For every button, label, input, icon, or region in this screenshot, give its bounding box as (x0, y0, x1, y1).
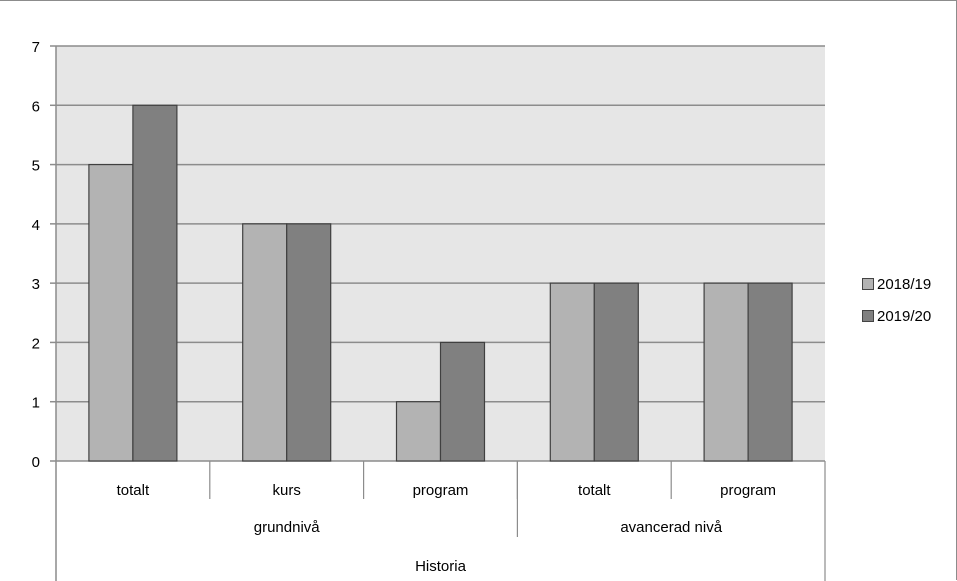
bar-2018-19-4 (703, 282, 749, 462)
bar-2019-20-4 (747, 282, 793, 462)
y-tick-label: 4 (32, 217, 40, 234)
legend: 2018/19 2019/20 (862, 273, 931, 337)
y-tick-label: 2 (32, 335, 40, 352)
legend-item-2018-19: 2018/19 (862, 273, 931, 295)
legend-item-2019-20: 2019/20 (862, 305, 931, 327)
x-category-label: totalt (117, 482, 150, 499)
x-category-label: program (413, 482, 469, 499)
y-tick-label: 7 (32, 39, 40, 56)
y-tick-label: 5 (32, 158, 40, 175)
legend-swatch-2018-19 (862, 278, 874, 290)
bar-2018-19-0 (88, 163, 134, 462)
bar-2018-19-2 (395, 401, 442, 462)
x-group-label: avancerad nivå (620, 519, 722, 536)
bar-2019-20-0 (132, 104, 178, 462)
legend-label-2018-19: 2018/19 (877, 275, 932, 293)
bar-2018-19-3 (549, 282, 595, 462)
legend-swatch-2019-20 (862, 310, 874, 322)
y-tick-label: 3 (32, 276, 40, 293)
x-category-label: totalt (578, 482, 611, 499)
bar-2019-20-1 (286, 223, 332, 462)
bar-2019-20-3 (593, 282, 639, 462)
bar-2019-20-2 (439, 341, 486, 462)
y-tick-label: 0 (32, 454, 40, 471)
x-top-group-label: Historia (415, 558, 467, 575)
y-tick-label: 6 (32, 98, 40, 115)
x-category-label: kurs (273, 482, 301, 499)
legend-label-2019-20: 2019/20 (877, 307, 932, 325)
x-group-label: grundnivå (254, 519, 321, 536)
x-category-label: program (720, 482, 776, 499)
bar-2018-19-1 (242, 223, 288, 462)
y-tick-label: 1 (32, 395, 40, 412)
